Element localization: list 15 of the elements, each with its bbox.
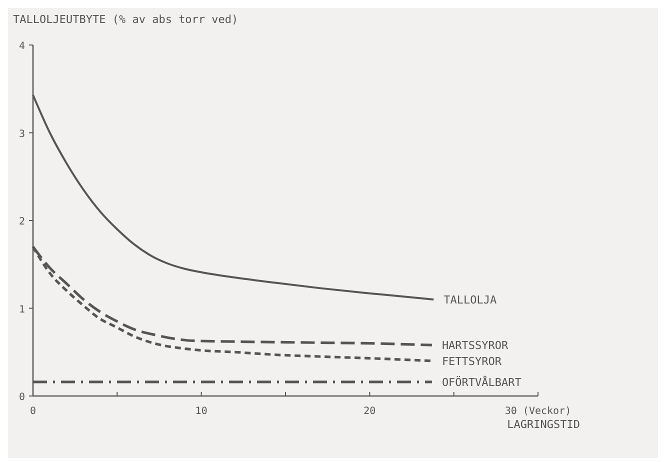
x-tick-label: 20 (364, 406, 376, 417)
y-tick-label: 2 (18, 216, 25, 228)
series-label: HARTSSYROR (442, 339, 509, 352)
y-tick-label: 3 (18, 128, 25, 140)
y-tick-label: 0 (18, 392, 25, 403)
x-tick-label: 0 (30, 406, 36, 417)
series-label: TALLOLJA (444, 293, 497, 306)
y-tick-label: 1 (18, 304, 25, 316)
x-axis-title: LAGRINGSTID (507, 418, 580, 431)
x-tick-label: 10 (195, 406, 208, 417)
x-tick-label: 30 (Veckor) (504, 406, 572, 417)
series-label: FETTSYROR (442, 354, 502, 368)
series-label: OFÖRTVÅLBART (442, 374, 522, 389)
y-tick-label: 4 (18, 41, 25, 52)
y-axis-title: TALLOLJEUTBYTE (% av abs torr ved) (13, 13, 238, 26)
